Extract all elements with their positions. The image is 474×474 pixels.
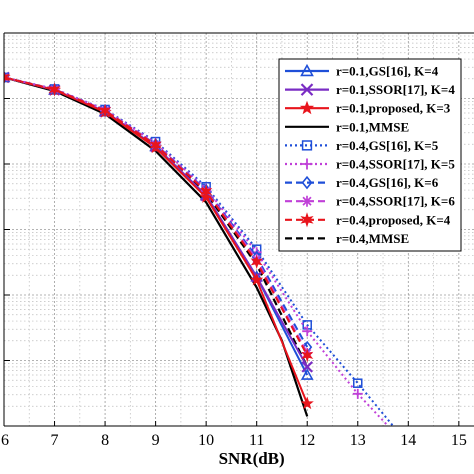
x-tick-label: 10 bbox=[198, 432, 214, 449]
chart-legend: r=0.1,GS[16], K=4 r=0.1,SSOR[17], K=4 r=0.… bbox=[278, 58, 462, 252]
legend-label: r=0.4,proposed, K=4 bbox=[336, 212, 451, 227]
legend-marker bbox=[301, 175, 313, 190]
legend-marker bbox=[301, 158, 313, 170]
legend-label: r=0.4,SSOR[17], K=6 bbox=[336, 194, 455, 209]
legend-entry: r=0.1,proposed, K=3 bbox=[285, 101, 451, 116]
x-tick-label: 15 bbox=[451, 432, 467, 449]
legend-marker bbox=[301, 195, 313, 207]
legend-entry: r=0.4,MMSE bbox=[285, 231, 409, 246]
plot-area bbox=[4, 70, 394, 426]
legend-entry: r=0.1,SSOR[17], K=4 bbox=[285, 82, 455, 97]
x-axis-label: SNR(dB) bbox=[219, 449, 285, 468]
legend-entry: r=0.4,proposed, K=4 bbox=[285, 212, 451, 228]
legend-entry: r=0.4,SSOR[17], K=5 bbox=[285, 157, 455, 172]
legend-label: r=0.1,MMSE bbox=[336, 119, 409, 134]
legend-marker bbox=[299, 100, 315, 115]
legend-label: r=0.1,proposed, K=3 bbox=[336, 101, 451, 116]
legend-entry: r=0.1,MMSE bbox=[285, 119, 409, 134]
legend-label: r=0.4,GS[16], K=5 bbox=[336, 138, 439, 153]
x-tick-label: 6 bbox=[1, 432, 9, 449]
legend-marker bbox=[300, 83, 314, 96]
data-point bbox=[200, 184, 213, 199]
x-tick-label: 9 bbox=[152, 432, 160, 449]
chart-axes bbox=[3, 32, 474, 427]
data-point bbox=[4, 70, 11, 85]
series-8 bbox=[4, 72, 313, 359]
x-tick-label: 11 bbox=[249, 432, 264, 449]
data-point bbox=[301, 361, 314, 373]
series-2 bbox=[4, 71, 314, 373]
series-9 bbox=[4, 70, 314, 363]
data-point bbox=[250, 273, 264, 286]
legend-marker bbox=[301, 140, 313, 151]
legend-marker bbox=[300, 63, 314, 77]
x-tick-label: 7 bbox=[51, 432, 59, 449]
data-point bbox=[353, 378, 363, 388]
x-tick-label: 12 bbox=[299, 432, 315, 449]
x-tick-label: 14 bbox=[400, 432, 416, 449]
legend-label: r=0.1,SSOR[17], K=4 bbox=[336, 82, 455, 97]
x-tick-label: 8 bbox=[101, 432, 109, 449]
legend-label: r=0.4,GS[16], K=6 bbox=[336, 175, 439, 190]
legend-entry: r=0.1,GS[16], K=4 bbox=[285, 64, 439, 79]
data-point bbox=[300, 396, 314, 410]
data-point bbox=[48, 82, 61, 97]
legend-marker bbox=[300, 212, 314, 228]
legend-entry: r=0.4,GS[16], K=6 bbox=[285, 175, 439, 190]
data-point bbox=[300, 368, 314, 380]
legend-label: r=0.4,MMSE bbox=[336, 231, 409, 246]
legend-label: r=0.4,SSOR[17], K=5 bbox=[336, 157, 455, 172]
legend-entry: r=0.4,GS[16], K=5 bbox=[285, 138, 439, 153]
data-point bbox=[149, 137, 162, 153]
data-point bbox=[302, 326, 313, 337]
data-point bbox=[250, 254, 263, 269]
legend-label: r=0.1,GS[16], K=4 bbox=[336, 64, 439, 79]
x-tick-labels: 6 7 8 9 10 11 12 13 14 15 bbox=[1, 432, 467, 449]
data-point bbox=[301, 348, 314, 363]
legend-entry: r=0.4,SSOR[17], K=6 bbox=[285, 194, 455, 209]
data-point bbox=[98, 103, 112, 118]
x-tick-label: 13 bbox=[350, 432, 366, 449]
data-point bbox=[352, 388, 363, 399]
